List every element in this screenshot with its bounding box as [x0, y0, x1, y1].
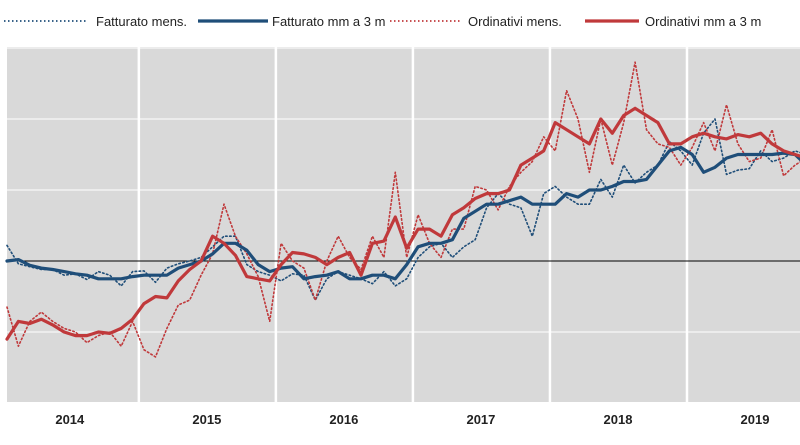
legend-label: Ordinativi mens. [468, 14, 562, 29]
x-tick-label: 2017 [466, 412, 495, 427]
series-line-fatturato-mm-a-3-m [5, 145, 800, 281]
legend-label: Fatturato mens. [96, 14, 187, 29]
x-tick-label: 2019 [741, 412, 770, 427]
x-tick-label: 2014 [55, 412, 85, 427]
series-line-ordinativi-mm-a-3-m [5, 106, 800, 341]
series-group [5, 61, 800, 358]
legend: Fatturato mens. Fatturato mm a 3 m Ordinat… [4, 14, 761, 29]
year-separators [137, 47, 689, 402]
x-tick-label: 2016 [329, 412, 358, 427]
x-tick-label: 2018 [604, 412, 633, 427]
x-tick-label: 2015 [192, 412, 221, 427]
x-axis: 2014 2015 2016 2017 2018 2019 [55, 412, 769, 427]
plot-background [7, 47, 800, 402]
legend-label: Ordinativi mm a 3 m [645, 14, 761, 29]
legend-label: Fatturato mm a 3 m [272, 14, 385, 29]
